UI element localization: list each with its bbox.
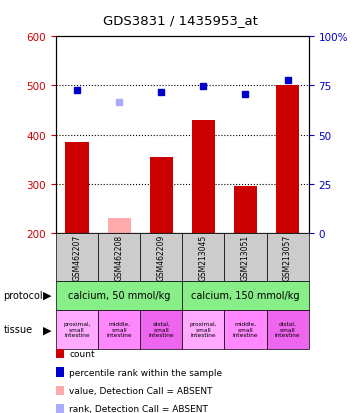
Text: distal,
small
intestine: distal, small intestine xyxy=(148,321,174,338)
Text: middle,
small
intestine: middle, small intestine xyxy=(106,321,132,338)
Bar xyxy=(65,142,88,233)
Bar xyxy=(150,157,173,233)
Text: count: count xyxy=(69,349,95,358)
Text: rank, Detection Call = ABSENT: rank, Detection Call = ABSENT xyxy=(69,404,208,413)
Text: GSM462207: GSM462207 xyxy=(73,234,82,280)
Text: proximal,
small
intestine: proximal, small intestine xyxy=(63,321,91,338)
Text: ▶: ▶ xyxy=(43,324,51,335)
Text: GSM462208: GSM462208 xyxy=(115,234,123,280)
Text: distal,
small
intestine: distal, small intestine xyxy=(275,321,300,338)
Text: ▶: ▶ xyxy=(43,290,51,300)
Text: GSM213057: GSM213057 xyxy=(283,234,292,280)
Text: calcium, 50 mmol/kg: calcium, 50 mmol/kg xyxy=(68,290,170,300)
Text: GSM213045: GSM213045 xyxy=(199,234,208,280)
Bar xyxy=(108,218,131,233)
Text: proximal,
small
intestine: proximal, small intestine xyxy=(190,321,217,338)
Bar xyxy=(192,121,215,233)
Text: tissue: tissue xyxy=(4,324,33,335)
Text: calcium, 150 mmol/kg: calcium, 150 mmol/kg xyxy=(191,290,300,300)
Text: percentile rank within the sample: percentile rank within the sample xyxy=(69,368,222,377)
Text: middle,
small
intestine: middle, small intestine xyxy=(233,321,258,338)
Text: value, Detection Call = ABSENT: value, Detection Call = ABSENT xyxy=(69,386,213,395)
Bar xyxy=(234,187,257,233)
Text: GDS3831 / 1435953_at: GDS3831 / 1435953_at xyxy=(103,14,258,27)
Text: protocol: protocol xyxy=(4,290,43,300)
Text: GSM213051: GSM213051 xyxy=(241,234,250,280)
Bar xyxy=(276,86,299,233)
Text: GSM462209: GSM462209 xyxy=(157,234,166,280)
